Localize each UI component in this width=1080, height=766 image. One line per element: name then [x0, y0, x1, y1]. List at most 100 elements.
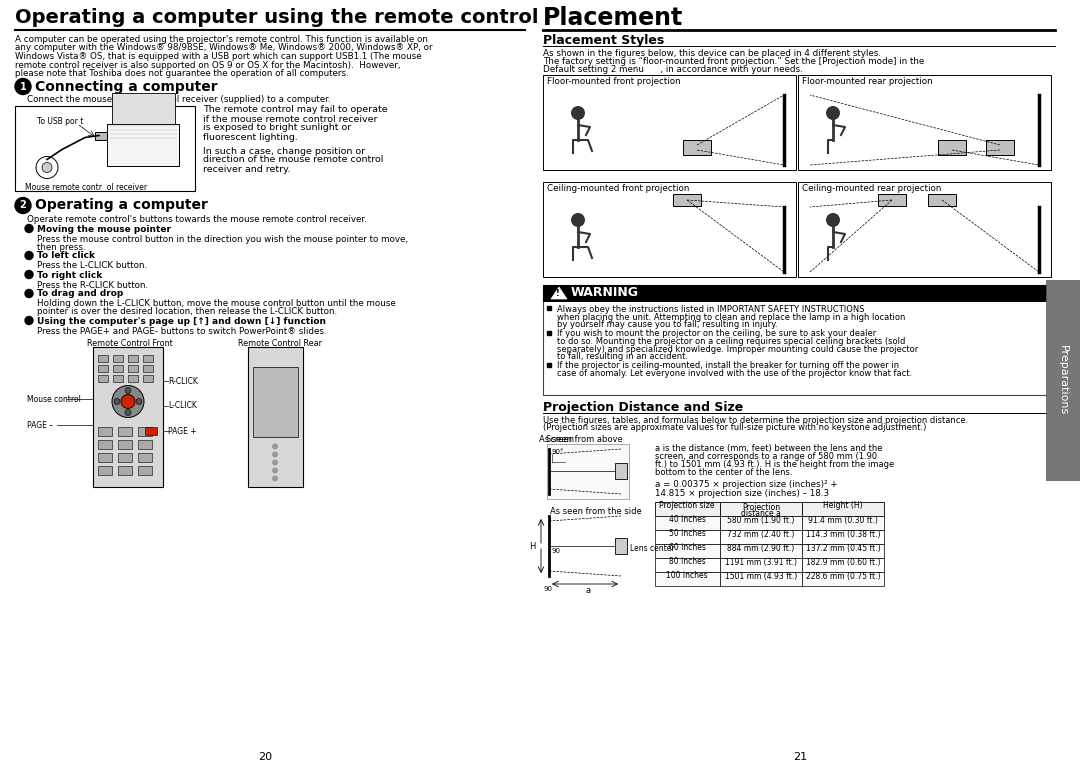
Text: Lens center: Lens center: [630, 544, 675, 553]
Bar: [138, 466, 152, 474]
Text: 228.6 mm (0.75 ft.): 228.6 mm (0.75 ft.): [806, 571, 880, 581]
Text: To right click: To right click: [37, 270, 103, 280]
Text: The factory setting is “floor-mounted front projection.” Set the [Projection mod: The factory setting is “floor-mounted fr…: [543, 57, 924, 66]
Text: Placement: Placement: [543, 6, 684, 30]
Text: To left click: To left click: [37, 251, 95, 260]
Bar: [939, 140, 966, 155]
Text: a is the distance (mm, feet) between the lens and the: a is the distance (mm, feet) between the…: [654, 444, 882, 453]
Text: PAGE –: PAGE –: [27, 421, 53, 430]
Text: Press the mouse control button in the direction you wish the mouse pointer to mo: Press the mouse control button in the di…: [37, 234, 408, 244]
Bar: [98, 440, 112, 449]
Bar: [802, 530, 885, 544]
Text: please note that Toshiba does not guarantee the operation of all computers.: please note that Toshiba does not guaran…: [15, 69, 349, 78]
Bar: [720, 558, 802, 572]
Text: 80 inches: 80 inches: [669, 558, 705, 567]
Bar: [802, 516, 885, 530]
Text: Remote Control Front: Remote Control Front: [87, 339, 173, 348]
Text: is exposed to bright sunlight or: is exposed to bright sunlight or: [203, 123, 351, 133]
Circle shape: [15, 198, 31, 214]
Circle shape: [272, 476, 278, 482]
Text: 100 inches: 100 inches: [666, 571, 707, 581]
Bar: [107, 123, 179, 165]
Bar: [546, 444, 629, 499]
Bar: [98, 355, 108, 362]
Text: 21: 21: [793, 752, 807, 762]
Bar: [98, 427, 112, 436]
Text: by yourself may cause you to fall, resulting in injury.: by yourself may cause you to fall, resul…: [557, 320, 778, 329]
Text: when placing the unit. Attempting to clean and replace the lamp in a high locati: when placing the unit. Attempting to cle…: [557, 313, 905, 322]
Bar: [129, 365, 138, 372]
Circle shape: [571, 213, 585, 227]
Bar: [143, 365, 153, 372]
Text: If the projector is ceiling-mounted, install the breaker for turning off the pow: If the projector is ceiling-mounted, ins…: [557, 362, 900, 371]
Text: As seen from above: As seen from above: [539, 435, 623, 444]
Circle shape: [136, 398, 141, 404]
Circle shape: [114, 398, 120, 404]
Text: 90°: 90°: [552, 449, 565, 455]
Text: Floor-mounted front projection: Floor-mounted front projection: [546, 77, 680, 86]
Polygon shape: [551, 287, 567, 299]
Text: Projection Distance and Size: Projection Distance and Size: [543, 401, 743, 414]
Text: As seen from the side: As seen from the side: [550, 507, 642, 516]
Text: To USB por t: To USB por t: [37, 117, 83, 126]
Text: remote control receiver is also supported on OS 9 or OS X for the Macintosh).  H: remote control receiver is also supporte…: [15, 61, 401, 70]
Circle shape: [121, 394, 135, 408]
Bar: [683, 140, 711, 155]
Bar: [118, 466, 132, 474]
Text: if the mouse remote control receiver: if the mouse remote control receiver: [203, 114, 378, 123]
Text: a: a: [585, 586, 591, 595]
Bar: [138, 453, 152, 461]
Circle shape: [25, 290, 33, 297]
Bar: [543, 182, 796, 277]
Bar: [928, 194, 956, 206]
Circle shape: [125, 388, 131, 394]
Text: Projection: Projection: [742, 503, 780, 512]
Text: Operating a computer: Operating a computer: [35, 198, 207, 212]
Text: To drag and drop: To drag and drop: [37, 290, 123, 299]
Text: R-CLICK: R-CLICK: [168, 377, 198, 385]
Text: Press the PAGE+ and PAGE- buttons to switch PowerPoint® slides.: Press the PAGE+ and PAGE- buttons to swi…: [37, 326, 326, 336]
Polygon shape: [112, 93, 175, 123]
Text: A computer can be operated using the projector's remote control. This function i: A computer can be operated using the pro…: [15, 35, 428, 44]
Text: L-CLICK: L-CLICK: [168, 401, 197, 411]
Circle shape: [25, 224, 33, 233]
Circle shape: [571, 106, 585, 120]
Bar: [654, 502, 720, 516]
Text: Moving the mouse pointer: Moving the mouse pointer: [37, 224, 171, 234]
Text: 182.9 mm (0.60 ft.): 182.9 mm (0.60 ft.): [806, 558, 880, 567]
Circle shape: [15, 78, 31, 94]
Text: direction of the mouse remote control: direction of the mouse remote control: [203, 155, 383, 165]
Text: Mouse control: Mouse control: [27, 394, 81, 404]
Bar: [802, 544, 885, 558]
Text: any computer with the Windows® 98/98SE, Windows® Me, Windows® 2000, Windows® XP,: any computer with the Windows® 98/98SE, …: [15, 44, 433, 53]
Text: H: H: [528, 542, 535, 551]
Text: Connect the mouse remote control receiver (supplied) to a computer.: Connect the mouse remote control receive…: [27, 96, 330, 104]
Text: 884 mm (2.90 ft.): 884 mm (2.90 ft.): [727, 544, 795, 552]
Bar: [129, 355, 138, 362]
Text: Preparations: Preparations: [1058, 345, 1068, 415]
Text: 2: 2: [19, 201, 26, 211]
Text: Placement Styles: Placement Styles: [543, 34, 664, 47]
Text: 732 mm (2.40 ft.): 732 mm (2.40 ft.): [727, 529, 795, 538]
Bar: [143, 355, 153, 362]
Text: receiver and retry.: receiver and retry.: [203, 165, 291, 174]
Text: Press the L-CLICK button.: Press the L-CLICK button.: [37, 261, 147, 270]
Bar: [802, 558, 885, 572]
Circle shape: [272, 451, 278, 457]
Bar: [615, 463, 627, 479]
Text: Remote Control Rear: Remote Control Rear: [238, 339, 322, 348]
Text: 114.3 mm (0.38 ft.): 114.3 mm (0.38 ft.): [806, 529, 880, 538]
Text: 40 inches: 40 inches: [669, 516, 705, 525]
Text: Always obey the instructions listed in IMPORTANT SAFETY INSTRUCTIONS: Always obey the instructions listed in I…: [557, 305, 864, 314]
Circle shape: [272, 460, 278, 466]
Text: pointer is over the desired location, then release the L-CLICK button.: pointer is over the desired location, th…: [37, 307, 337, 316]
Bar: [118, 440, 132, 449]
Bar: [654, 544, 720, 558]
Text: If you wish to mount the projector on the ceiling, be sure to ask your dealer: If you wish to mount the projector on th…: [557, 329, 876, 339]
Circle shape: [125, 410, 131, 415]
Text: 60 inches: 60 inches: [669, 544, 705, 552]
Bar: [118, 427, 132, 436]
Text: Mouse remote contr  ol receiver: Mouse remote contr ol receiver: [25, 182, 147, 192]
Bar: [143, 375, 153, 381]
Bar: [93, 346, 163, 486]
